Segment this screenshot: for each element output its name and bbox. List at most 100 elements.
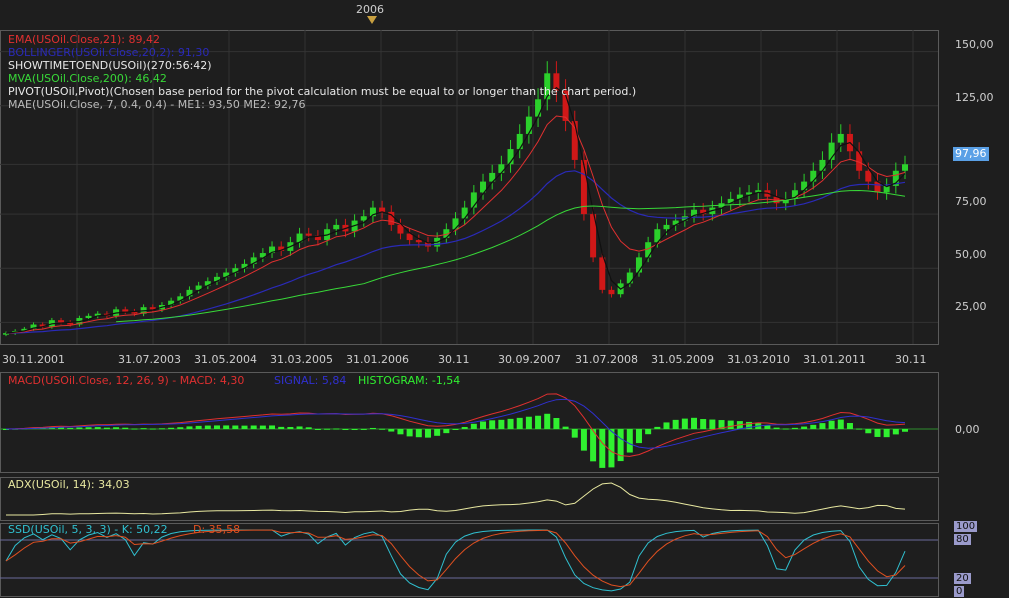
candle-body	[415, 240, 422, 243]
candle-body	[810, 170, 817, 182]
y-tick-label: 25,00	[955, 300, 987, 313]
candle-body	[819, 159, 826, 171]
macd-histogram-bar	[727, 420, 734, 429]
macd-histogram-bar	[452, 429, 459, 430]
candle-body	[30, 324, 37, 329]
candle-body	[874, 181, 881, 193]
macd-histogram-bar	[195, 425, 202, 429]
stoch-d-line	[5, 529, 906, 588]
macd-histogram-bar	[324, 428, 331, 430]
x-tick-label: 31.03.2010	[727, 353, 790, 366]
macd-histogram-bar	[773, 427, 780, 429]
candle-body	[470, 192, 477, 208]
macd-histogram-bar	[846, 423, 853, 429]
x-tick-label: 31.03.2005	[270, 353, 333, 366]
candle-body	[3, 333, 9, 335]
candle-body	[498, 164, 505, 173]
macd-histogram-bar	[837, 419, 844, 429]
macd-histogram-bar	[186, 426, 193, 429]
macd-histogram-bar	[874, 429, 881, 437]
legend-bollinger: BOLLINGER(USOil.Close,20,2): 91,30	[8, 46, 210, 59]
candle-body	[58, 320, 65, 323]
candle-body	[672, 220, 679, 225]
macd-histogram-bar	[709, 419, 716, 429]
candle-body	[489, 172, 496, 182]
candle-body	[259, 253, 266, 258]
legend-adx: ADX(USOil, 14): 34,03	[8, 478, 130, 491]
macd-histogram-bar	[626, 429, 633, 453]
candle-body	[755, 190, 762, 193]
macd-histogram-bar	[434, 429, 441, 436]
legend-stoch-k: SSD(USOil, 5, 3, 3) - K: 50,22	[8, 523, 168, 536]
macd-histogram-bar	[746, 421, 753, 429]
candle-body	[39, 324, 46, 327]
macd-histogram-bar	[828, 420, 835, 429]
x-tick-label: 30.11	[438, 353, 470, 366]
candle-body	[883, 185, 890, 193]
candle-body	[85, 315, 92, 319]
macd-histogram-bar	[259, 425, 266, 429]
adx-panel	[0, 477, 939, 521]
stoch-level-80: 80	[954, 534, 971, 545]
candle-body	[525, 116, 532, 134]
macd-histogram-bar	[608, 429, 615, 468]
mae-line	[5, 86, 906, 334]
macd-histogram-bar	[681, 418, 688, 429]
macd-histogram-bar	[342, 429, 349, 430]
macd-histogram-bar	[782, 428, 789, 430]
candle-body	[94, 313, 101, 316]
candle-body	[801, 181, 808, 191]
candle-body	[131, 311, 138, 314]
candle-body	[562, 90, 569, 121]
macd-histogram-bar	[333, 428, 340, 430]
macd-histogram-bar	[764, 425, 771, 429]
candle-body	[149, 307, 156, 310]
macd-histogram-bar	[94, 427, 101, 429]
candle-body	[635, 257, 642, 273]
macd-histogram-bar	[213, 425, 220, 429]
macd-histogram-bar	[489, 420, 496, 429]
legend-mae: MAE(USOil.Close, 7, 0.4, 0.4) - ME1: 93,…	[8, 98, 306, 111]
candle-body	[865, 170, 872, 182]
macd-histogram-bar	[856, 428, 863, 430]
mva-line	[116, 189, 906, 323]
candle-body	[177, 296, 184, 301]
candle-body	[727, 198, 734, 204]
candle-body	[232, 268, 239, 273]
candle-body	[544, 73, 551, 100]
macd-histogram-bar	[553, 418, 560, 429]
macd-histogram-bar	[269, 425, 276, 429]
candle-body	[856, 151, 863, 171]
macd-histogram-bar	[691, 417, 698, 429]
macd-histogram-bar	[131, 428, 138, 430]
candle-body	[590, 214, 597, 258]
adx-line	[6, 482, 906, 516]
legend-macd: MACD(USOil.Close, 12, 26, 9) - MACD: 4,3…	[8, 374, 245, 387]
macd-histogram-bar	[140, 428, 147, 430]
macd-histogram-bar	[149, 428, 156, 430]
candle-body	[397, 224, 404, 234]
y-tick-label: 75,00	[955, 195, 987, 208]
candle-body	[791, 190, 798, 199]
macd-histogram-bar	[232, 425, 239, 429]
candle-body	[186, 289, 193, 297]
macd-histogram-bar	[388, 429, 395, 432]
legend-mva: MVA(USOil.Close,200): 46,42	[8, 72, 167, 85]
macd-zero-label: 0,00	[955, 423, 980, 436]
candle-body	[700, 209, 707, 215]
candle-body	[452, 218, 459, 230]
candle-body	[608, 289, 615, 295]
macd-histogram-bar	[305, 427, 312, 429]
macd-histogram-bar	[369, 427, 376, 429]
candle-body	[553, 73, 560, 91]
macd-histogram-bar	[507, 418, 514, 429]
legend-ema: EMA(USOil.Close,21): 89,42	[8, 33, 161, 46]
legend-showtimetoend: SHOWTIMETOEND(USOil)(270:56:42)	[8, 59, 212, 72]
candle-body	[837, 133, 844, 143]
macd-histogram-bar	[590, 429, 597, 462]
macd-histogram-bar	[700, 419, 707, 429]
stoch-panel	[0, 523, 939, 597]
x-tick-label: 30.11	[895, 353, 927, 366]
candle-body	[360, 216, 367, 221]
candle-body	[213, 276, 220, 282]
